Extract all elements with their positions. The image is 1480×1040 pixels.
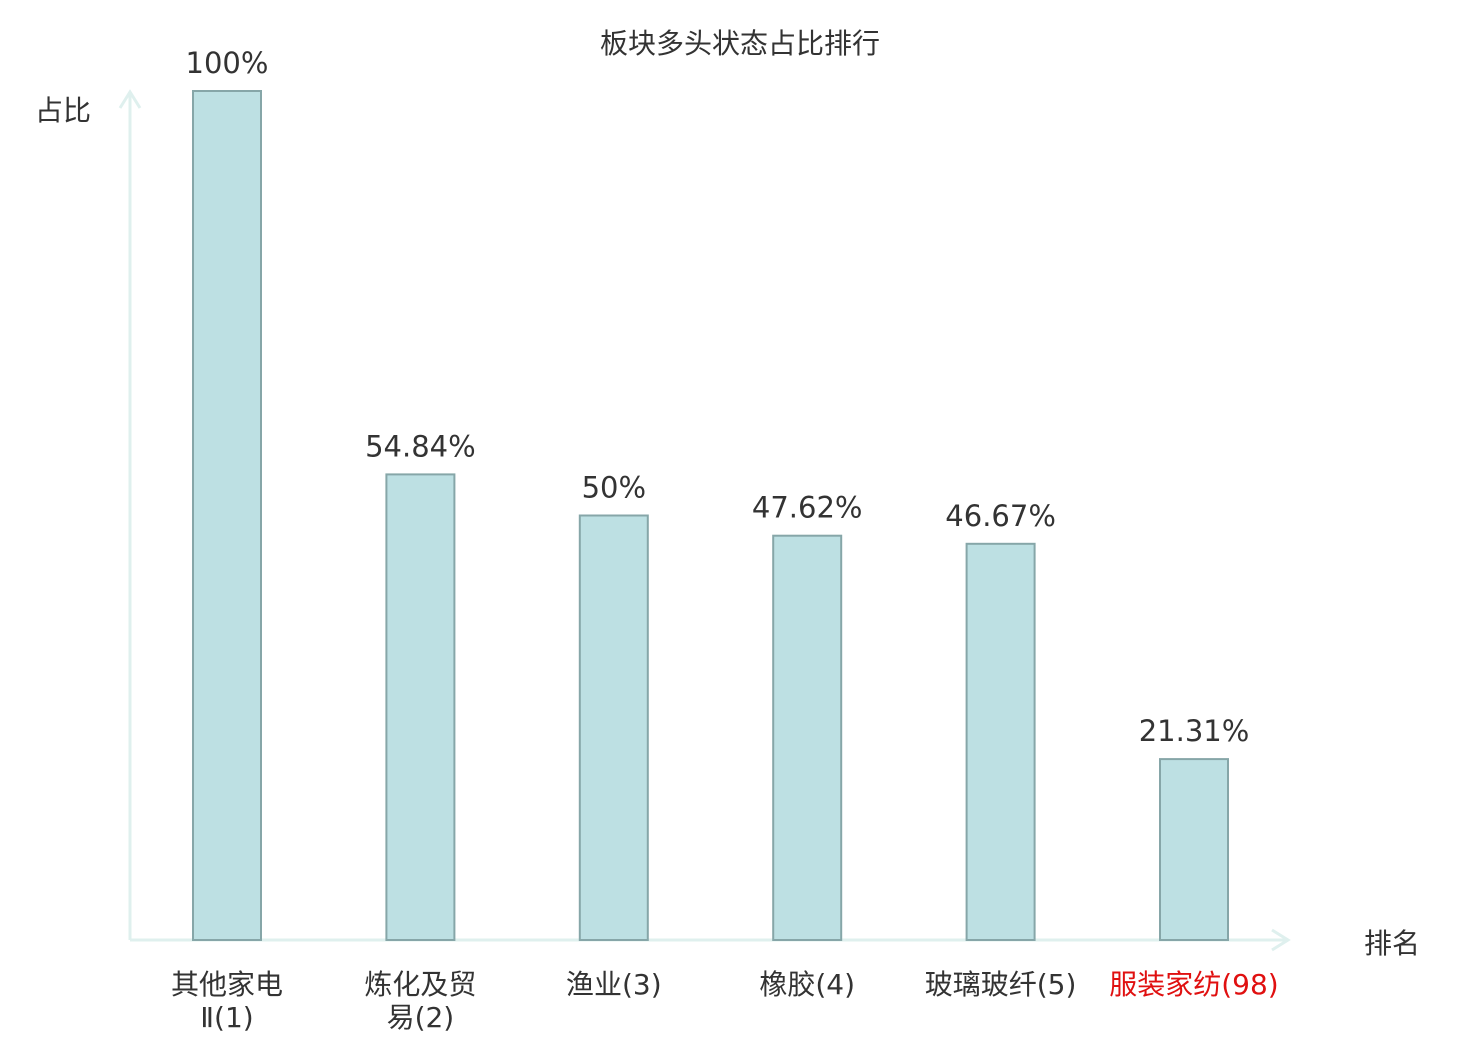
category-label-3: 渔业(3) — [566, 968, 662, 1001]
value-labels-group: 100% 54.84% 50% 47.62% 46.67% 21.31% — [186, 46, 1250, 748]
category-label-2-line-2: 易(2) — [387, 1001, 455, 1034]
value-label-3: 50% — [582, 471, 646, 505]
value-label-6: 21.31% — [1139, 714, 1250, 748]
bar-2 — [385, 473, 456, 941]
value-label-2: 54.84% — [365, 429, 476, 463]
bars-group — [192, 90, 1229, 941]
category-label-6: 服装家纺(98) — [1109, 968, 1278, 1001]
category-label-4: 橡胶(4) — [759, 968, 855, 1001]
category-label-1-line-1: 其他家电 — [171, 968, 283, 1001]
bar-5 — [965, 542, 1036, 941]
x-axis-label: 排名 — [1364, 927, 1420, 960]
chart-title: 板块多头状态占比排行 — [600, 27, 880, 60]
category-label-5: 玻璃玻纤(5) — [925, 968, 1077, 1001]
bar-6 — [1159, 758, 1229, 941]
y-axis-arrow — [118, 89, 142, 109]
category-label-2-line-1: 炼化及贸 — [364, 968, 476, 1001]
bar-4 — [772, 534, 843, 941]
value-label-4: 47.62% — [752, 491, 863, 525]
bar-3 — [578, 514, 649, 941]
value-label-5: 46.67% — [945, 499, 1056, 533]
value-label-1: 100% — [186, 46, 269, 80]
y-axis-label: 占比 — [35, 94, 91, 127]
bar-1 — [192, 90, 262, 941]
category-label-1-line-2: Ⅱ(1) — [200, 1001, 253, 1034]
x-axis-arrow — [1271, 928, 1291, 952]
